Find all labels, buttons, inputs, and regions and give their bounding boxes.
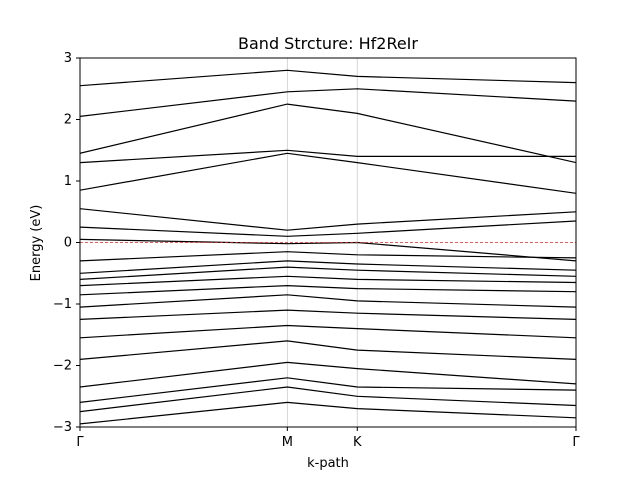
band-line-15	[80, 208, 576, 231]
y-tick-label-6: 3	[64, 51, 72, 66]
band-line-0	[80, 401, 576, 425]
band-line-6	[80, 309, 576, 320]
band-line-4	[80, 340, 576, 360]
band-line-19	[80, 88, 576, 117]
x-tick-label-2: K	[353, 435, 362, 450]
plot-area: −3 −2 −1 0 1 2 3 Γ M K Γ	[53, 51, 581, 450]
y-tick-label-0: −3	[53, 420, 72, 435]
band-line-5	[80, 324, 576, 339]
x-tick-label-3: Γ	[572, 435, 580, 450]
band-line-10	[80, 266, 576, 280]
x-axis-label: k-path	[307, 456, 349, 471]
chart-title: Band Strcture: Hf2ReIr	[238, 34, 418, 53]
band-line-14	[80, 220, 576, 237]
band-line-3	[80, 361, 576, 388]
band-line-11	[80, 260, 576, 274]
y-tick-label-3: 0	[64, 236, 72, 251]
y-axis-label: Energy (eV)	[29, 205, 44, 282]
band-line-12	[80, 251, 576, 262]
band-line-8	[80, 284, 576, 296]
band-line-1	[80, 386, 576, 413]
band-line-13	[80, 238, 576, 262]
x-tick-label-1: M	[282, 435, 293, 450]
band-line-9	[80, 275, 576, 287]
y-tick-label-2: −1	[53, 297, 72, 312]
y-tick-label-5: 2	[64, 113, 72, 128]
band-line-20	[80, 69, 576, 87]
y-tick-label-4: 1	[64, 174, 72, 189]
band-line-17	[80, 149, 576, 164]
band-line-2	[80, 377, 576, 403]
x-tick-label-0: Γ	[76, 435, 84, 450]
y-tick-label-1: −2	[53, 359, 72, 374]
band-line-16	[80, 152, 576, 194]
band-line-18	[80, 103, 576, 164]
bands-group	[80, 69, 576, 425]
band-line-7	[80, 294, 576, 308]
